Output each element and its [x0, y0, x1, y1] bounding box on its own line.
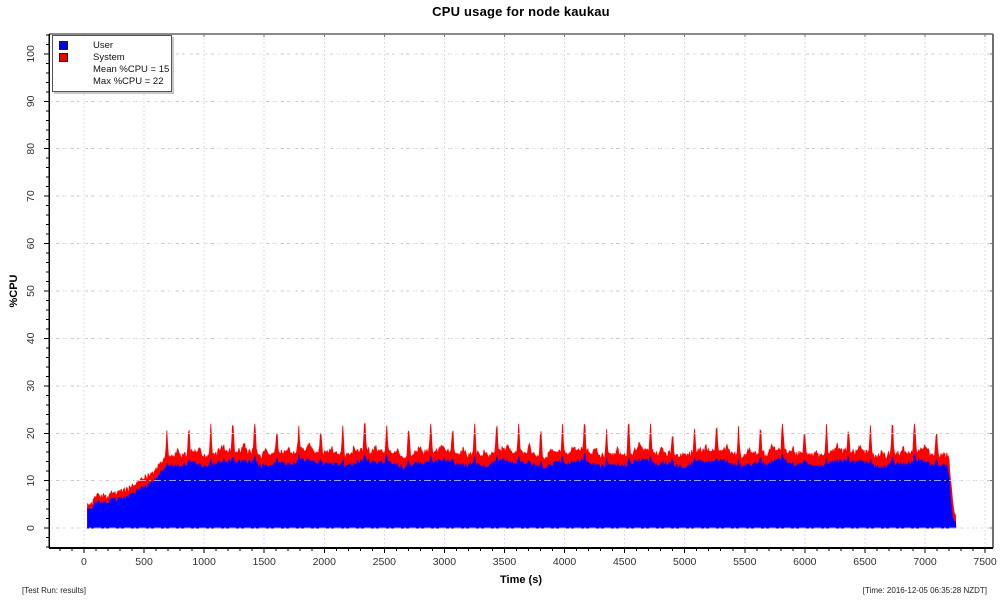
- y-tick-label: 80: [25, 143, 37, 155]
- legend-stat-label: Mean %CPU = 15: [93, 63, 170, 75]
- x-tick-label: 3500: [493, 556, 517, 568]
- legend-box: User System Mean %CPU = 15 Max %CPU = 22: [52, 35, 172, 92]
- x-tick-label: 500: [135, 556, 153, 568]
- legend-item-system: System: [53, 51, 171, 63]
- x-tick-label: 4000: [553, 556, 577, 568]
- y-tick-label: 30: [25, 380, 37, 392]
- x-tick-label: 6500: [853, 556, 877, 568]
- y-tick-label: 20: [25, 427, 37, 439]
- x-tick-label: 3000: [433, 556, 457, 568]
- grid-overlay-layer: [49, 53, 993, 529]
- x-tick-label: 5000: [673, 556, 697, 568]
- x-tick-label: 1000: [192, 556, 216, 568]
- legend-item-label: System: [93, 51, 125, 63]
- x-tick-label: 0: [81, 556, 87, 568]
- x-tick-label: 2500: [373, 556, 397, 568]
- y-tick-labels: 0 10 20 30 40 50 60 70 80 90 100: [25, 45, 37, 531]
- footer-test-run: [Test Run: results]: [22, 586, 87, 595]
- x-tick-label: 1500: [253, 556, 277, 568]
- legend-stat-label: Max %CPU = 22: [93, 75, 164, 87]
- legend-stat-mean: Mean %CPU = 15: [53, 63, 171, 75]
- y-tick-label: 50: [25, 285, 37, 297]
- y-tick-label: 40: [25, 332, 37, 344]
- y-tick-label: 10: [25, 475, 37, 487]
- legend-swatch-system-icon: [59, 52, 68, 62]
- y-tick-label: 90: [25, 95, 37, 107]
- x-tick-label: 4500: [613, 556, 637, 568]
- x-tick-label: 7500: [973, 556, 997, 568]
- x-tick-label: 5500: [733, 556, 757, 568]
- legend-stat-max: Max %CPU = 22: [53, 75, 171, 87]
- legend-item-label: User: [93, 39, 114, 51]
- x-tick-labels: 0 500 1000 1500 2000 2500 3000 3500 4000 4500 5000…: [81, 556, 997, 568]
- footer-timestamp: [Time: 2016-12-05 06:35:28 NZDT]: [862, 586, 987, 595]
- y-tick-label: 100: [25, 45, 37, 63]
- legend-item-user: User: [53, 39, 171, 51]
- x-tick-label: 2000: [313, 556, 337, 568]
- y-axis-label: %CPU: [8, 274, 20, 308]
- series-user-area: [87, 453, 957, 529]
- x-tick-label: 7000: [913, 556, 937, 568]
- x-tick-label: 6000: [793, 556, 817, 568]
- y-axis-ticks: [44, 34, 993, 548]
- series-areas: [87, 423, 957, 529]
- legend-swatch-user-icon: [59, 40, 68, 50]
- y-tick-label: 60: [25, 238, 37, 250]
- chart-title: CPU usage for node kaukau: [432, 4, 610, 19]
- x-axis-ticks: [59, 34, 986, 553]
- y-tick-label: 0: [25, 525, 37, 531]
- x-axis-label: Time (s): [500, 574, 542, 586]
- y-tick-label: 70: [25, 190, 37, 202]
